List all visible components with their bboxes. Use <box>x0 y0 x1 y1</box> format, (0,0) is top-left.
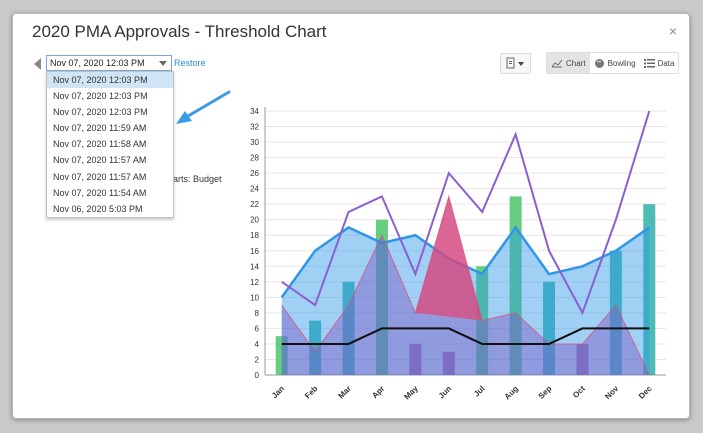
chevron-down-icon <box>159 61 167 66</box>
previous-version-icon[interactable] <box>34 58 41 70</box>
y-tick-label: 18 <box>250 231 259 240</box>
bar <box>409 343 422 375</box>
bar <box>442 351 455 375</box>
y-tick-label: 0 <box>255 371 260 380</box>
view-toggle: Chart Bowling Data <box>546 52 680 74</box>
version-select-value: Nov 07, 2020 12:03 PM <box>50 58 145 68</box>
y-tick-label: 8 <box>255 309 260 318</box>
x-tick-label: Jul <box>472 384 487 399</box>
version-option[interactable]: Nov 07, 2020 12:03 PM <box>53 91 148 102</box>
x-tick-label: Oct <box>571 384 587 400</box>
x-tick-label: Jun <box>437 384 454 401</box>
y-tick-label: 20 <box>250 216 259 225</box>
restore-link[interactable]: Restore <box>174 58 206 68</box>
version-option[interactable]: Nov 07, 2020 11:57 AM <box>53 155 147 166</box>
bar <box>342 281 355 375</box>
x-tick-label: Jan <box>270 384 286 400</box>
version-option[interactable]: Nov 06, 2020 5:03 PM <box>53 203 143 214</box>
x-tick-label: Sep <box>537 384 554 401</box>
x-tick-label: Dec <box>637 384 654 401</box>
area-peak-red <box>415 196 483 321</box>
version-option[interactable]: Nov 07, 2020 12:03 PM <box>53 107 148 118</box>
chart-label-text: arts: Budget <box>173 174 222 184</box>
bowling-ball-icon <box>594 58 604 68</box>
version-option[interactable]: Nov 07, 2020 11:57 AM <box>53 171 147 182</box>
annotation-arrow-icon <box>176 90 231 124</box>
version-option[interactable]: Nov 07, 2020 11:54 AM <box>53 187 147 198</box>
version-dropdown-list: Nov 07, 2020 12:03 PM Nov 07, 2020 12:03 … <box>46 71 174 218</box>
y-tick-label: 12 <box>250 278 259 287</box>
y-tick-label: 16 <box>250 247 259 256</box>
line-series-threshold <box>281 327 650 345</box>
version-select[interactable]: Nov 07, 2020 12:03 PM <box>46 55 172 71</box>
y-tick-label: 22 <box>250 200 259 209</box>
bar <box>643 204 656 375</box>
x-tick-label: Nov <box>603 384 620 401</box>
bowling-view-label: Bowling <box>607 58 636 68</box>
line-series-purple <box>281 110 651 316</box>
list-icon <box>643 59 655 68</box>
export-button[interactable] <box>500 53 531 74</box>
y-tick-label: 34 <box>250 107 259 116</box>
y-tick-label: 32 <box>250 123 259 132</box>
x-tick-label: Feb <box>303 384 320 401</box>
bar <box>543 281 556 375</box>
y-tick-label: 14 <box>250 262 259 271</box>
y-tick-label: 26 <box>250 169 259 178</box>
y-tick-label: 30 <box>250 138 259 147</box>
y-tick-label: 2 <box>255 355 260 364</box>
bowling-view-button[interactable]: Bowling <box>590 53 640 73</box>
bar <box>609 250 622 375</box>
version-option[interactable]: Nov 07, 2020 11:59 AM <box>53 123 147 134</box>
x-tick-label: Apr <box>370 384 386 400</box>
line-series-red <box>281 194 650 376</box>
data-view-label: Data <box>657 58 675 68</box>
chart-view-button[interactable]: Chart <box>547 53 590 73</box>
y-tick-label: 24 <box>250 185 259 194</box>
threshold-chart-dialog: 2020 PMA Approvals - Threshold Chart × N… <box>12 13 690 419</box>
bar <box>375 219 388 375</box>
x-tick-label: Mar <box>337 384 353 400</box>
export-icon <box>506 57 524 69</box>
chart-view-label: Chart <box>566 58 586 68</box>
version-option[interactable]: Nov 07, 2020 11:58 AM <box>53 139 147 150</box>
y-tick-label: 6 <box>255 324 260 333</box>
bar <box>275 336 288 375</box>
y-tick-label: 10 <box>250 293 259 302</box>
bar <box>309 320 322 375</box>
dialog-title: 2020 PMA Approvals - Threshold Chart <box>32 22 327 41</box>
version-option[interactable]: Nov 07, 2020 12:03 PM <box>47 72 173 89</box>
y-tick-label: 4 <box>255 340 260 349</box>
close-icon[interactable]: × <box>668 23 677 39</box>
line-chart-icon <box>551 59 563 68</box>
y-tick-label: 28 <box>250 154 259 163</box>
bar <box>509 196 522 375</box>
bar <box>576 343 589 375</box>
x-tick-label: Aug <box>503 384 520 401</box>
x-tick-label: May <box>402 384 420 402</box>
data-view-button[interactable]: Data <box>640 53 679 73</box>
